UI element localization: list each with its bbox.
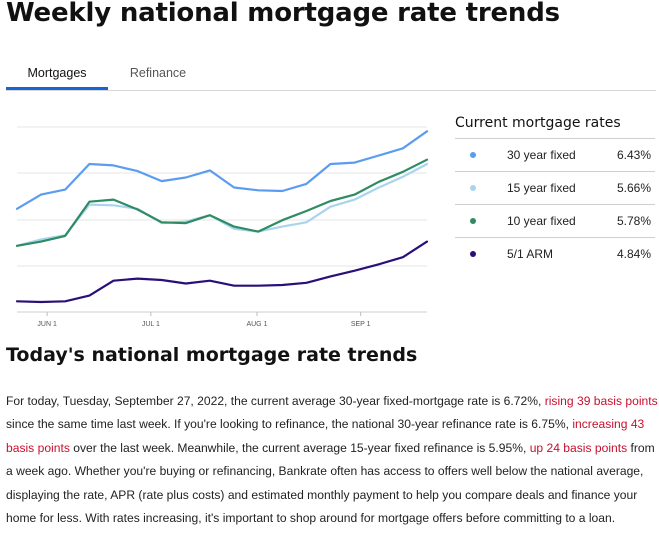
rate-value: 4.84% xyxy=(616,247,651,261)
rate-label: 5/1 ARM xyxy=(507,247,554,261)
x-tick-label: SEP 1 xyxy=(351,321,371,328)
legend-dot xyxy=(470,152,476,158)
x-tick-label: AUG 1 xyxy=(246,321,267,328)
article-text: For today, Tuesday, September 27, 2022, … xyxy=(6,394,545,408)
article-text: from a week ago. Whether you're buying o… xyxy=(6,440,655,526)
rate-value: 6.43% xyxy=(616,148,651,162)
legend-dot xyxy=(470,251,476,257)
legend-dot xyxy=(470,185,476,191)
rate-change-link-30-year[interactable]: rising 39 basis points xyxy=(544,394,658,408)
series-line-2 xyxy=(15,158,429,247)
legend-dot xyxy=(470,218,476,224)
rate-value: 5.78% xyxy=(616,214,651,228)
current-rates-panel: Current mortgage rates 30 year fixed 6.4… xyxy=(455,112,655,270)
article-text: over the last week. Meanwhile, the curre… xyxy=(69,440,530,455)
rate-row-30-year[interactable]: 30 year fixed 6.43% xyxy=(455,139,655,172)
rate-label: 10 year fixed xyxy=(507,214,576,228)
rate-label: 30 year fixed xyxy=(507,148,576,162)
series-line-3 xyxy=(15,240,429,304)
article-text: since the same time last week. If you're… xyxy=(6,417,573,432)
article-paragraph: For today, Tuesday, September 27, 2022, … xyxy=(6,390,658,530)
section-title: Today's national mortgage rate trends xyxy=(6,344,418,366)
rate-row-10-year[interactable]: 10 year fixed 5.78% xyxy=(455,205,655,238)
rate-change-link-refinance[interactable]: increasing 43 basis points xyxy=(6,417,645,455)
rate-row-15-year[interactable]: 15 year fixed 5.66% xyxy=(455,172,655,205)
rate-change-link-15-year[interactable]: up 24 basis points xyxy=(529,440,628,455)
rate-trend-chart: JUN 1 JUL 1 AUG 1 SEP 1 xyxy=(15,126,429,328)
tab-mortgages[interactable]: Mortgages xyxy=(6,58,108,90)
rate-label: 15 year fixed xyxy=(507,181,576,195)
tab-bar: Mortgages Refinance xyxy=(6,58,656,91)
tab-refinance[interactable]: Refinance xyxy=(129,66,187,80)
x-tick-label: JUL 1 xyxy=(142,321,160,328)
x-tick-label: JUN 1 xyxy=(37,321,57,328)
rate-row-5-1-arm[interactable]: 5/1 ARM 4.84% xyxy=(455,238,655,270)
rate-value: 5.66% xyxy=(616,181,651,195)
current-rates-title: Current mortgage rates xyxy=(455,112,655,139)
series-line-0 xyxy=(15,130,429,210)
page-title: Weekly national mortgage rate trends xyxy=(6,0,560,28)
